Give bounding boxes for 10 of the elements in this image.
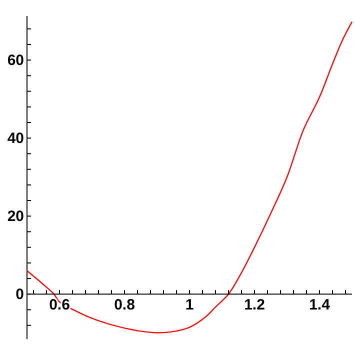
line-series: [26, 21, 353, 334]
x-tick-label: 1: [185, 296, 194, 314]
x-tick-label: 1.2: [244, 296, 265, 314]
y-tick-label: 20: [7, 208, 24, 225]
y-tick-label: 40: [7, 130, 24, 147]
x-tick-label: 0.8: [114, 296, 135, 314]
x-tick-label: 1.4: [309, 296, 331, 314]
y-tick-label: 60: [7, 52, 24, 69]
y-tick-label: 0: [16, 286, 24, 303]
x-tick-label: 0.6: [49, 296, 70, 314]
